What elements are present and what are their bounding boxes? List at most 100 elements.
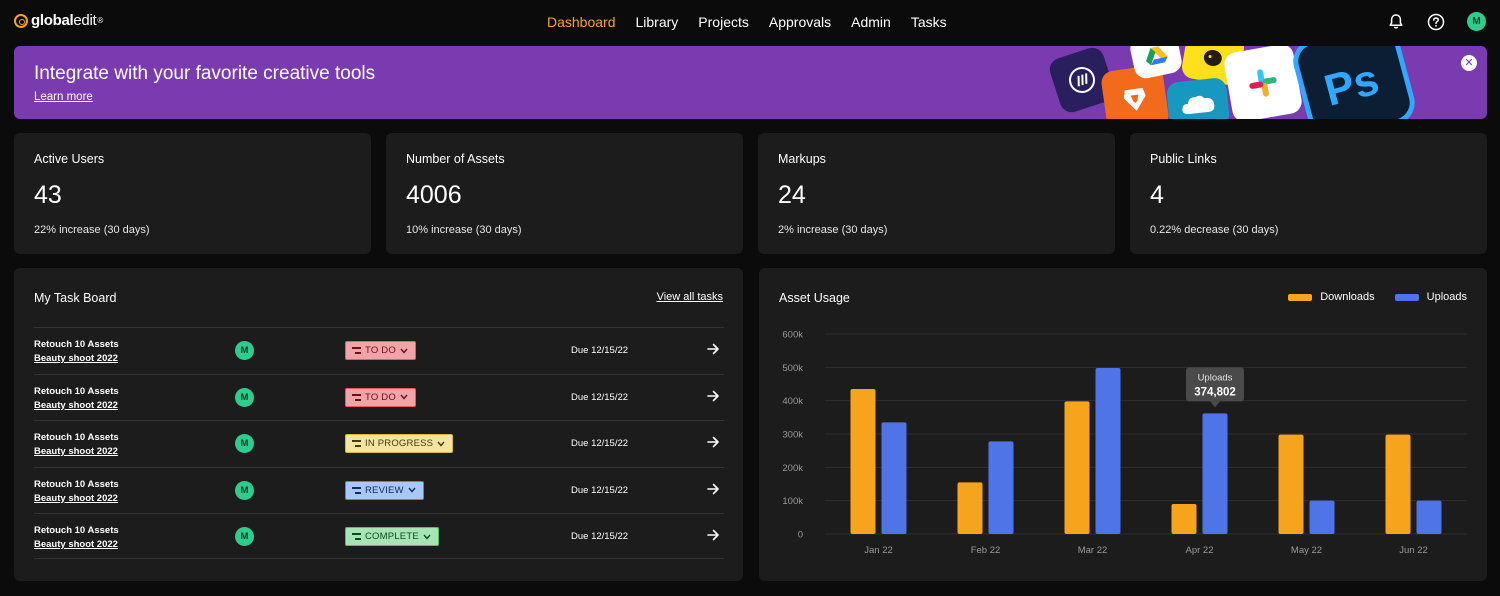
- arrow-right-icon[interactable]: [706, 342, 720, 356]
- header-actions: M: [1387, 12, 1486, 31]
- task-assignee-avatar[interactable]: M: [235, 434, 254, 453]
- close-icon: ✕: [1464, 56, 1474, 69]
- task-assignee-avatar[interactable]: M: [235, 480, 254, 500]
- task-assignee-avatar[interactable]: M: [235, 387, 254, 407]
- brand-name-light: edit: [73, 12, 97, 29]
- arrow-right-icon[interactable]: [706, 435, 720, 449]
- learn-more-link[interactable]: Learn more: [34, 91, 93, 103]
- task-project-link[interactable]: Beauty shoot 2022: [34, 446, 118, 457]
- google-drive-icon: [1128, 46, 1184, 81]
- task-name: Retouch 10 Assets: [34, 478, 119, 490]
- tooltip-box: [1186, 367, 1244, 402]
- status-bars-icon: [352, 440, 361, 447]
- y-tick-label: 400k: [782, 396, 803, 407]
- svg-text:Ps: Ps: [1319, 55, 1384, 113]
- task-status-label: TO DO: [365, 345, 396, 356]
- task-status-label: TO DO: [365, 391, 396, 403]
- task-status-dropdown[interactable]: TO DO: [345, 341, 416, 360]
- task-row[interactable]: Retouch 10 Assets Beauty shoot 2022 M TO DO…: [34, 327, 724, 373]
- photoshop-icon: Ps: [1288, 46, 1420, 119]
- stat-label: Number of Assets: [406, 152, 505, 166]
- nav-projects[interactable]: Projects: [698, 14, 749, 30]
- task-row[interactable]: Retouch 10 Assets Beauty shoot 2022 M COMPL…: [34, 513, 724, 559]
- stat-value: 43: [34, 181, 62, 209]
- brand-name-bold: global: [31, 12, 74, 29]
- task-row[interactable]: Retouch 10 Assets Beauty shoot 2022 M REVIE…: [34, 466, 724, 513]
- bell-icon[interactable]: [1387, 13, 1405, 31]
- arrow-right-icon[interactable]: [706, 482, 720, 496]
- task-status-dropdown[interactable]: REVIEW: [345, 480, 424, 500]
- task-name: Retouch 10 Assets: [34, 385, 119, 397]
- bar-uploads-apr-22: [1202, 413, 1228, 534]
- task-status-dropdown[interactable]: COMPLETE: [345, 527, 439, 546]
- task-project-link[interactable]: Beauty shoot 2022: [34, 353, 118, 364]
- task-status-dropdown[interactable]: IN PROGRESS: [345, 434, 454, 453]
- arrow-right-icon[interactable]: [706, 389, 720, 403]
- stat-delta: 0.22% decrease (30 days): [1150, 224, 1279, 236]
- status-bars-icon: [352, 347, 361, 354]
- nav-tasks[interactable]: Tasks: [910, 14, 947, 30]
- globaledit-logo[interactable]: global edit ®: [14, 12, 103, 29]
- stat-label: Active Users: [34, 152, 105, 166]
- bar-downloads-jan-22: [850, 389, 876, 534]
- tooltip-pointer: [1210, 401, 1220, 408]
- asset-usage-panel: Asset Usage Downloads Uploads 0 100k 200k 3…: [759, 268, 1487, 581]
- bar-downloads-apr-22: [1171, 504, 1197, 534]
- task-name: Retouch 10 Assets: [34, 339, 119, 350]
- bar-uploads-jun-22: [1416, 500, 1442, 534]
- x-tick-label: May 22: [1291, 545, 1322, 556]
- status-bars-icon: [352, 533, 361, 540]
- integrations-banner: Integrate with your favorite creative to…: [14, 46, 1487, 119]
- y-tick-label: 500k: [782, 363, 803, 374]
- nav-library[interactable]: Library: [635, 14, 679, 30]
- nav-admin[interactable]: Admin: [851, 14, 891, 30]
- tooltip-value: 374,802: [1194, 386, 1236, 398]
- bar-uploads-jan-22: [881, 422, 907, 534]
- legend-item-uploads[interactable]: Uploads: [1394, 291, 1467, 303]
- mailchimp-icon: [1180, 46, 1246, 87]
- bar-uploads-may-22: [1309, 500, 1335, 534]
- task-project-link[interactable]: Beauty shoot 2022: [34, 492, 118, 504]
- user-avatar[interactable]: M: [1467, 12, 1486, 31]
- task-status-label: REVIEW: [365, 484, 404, 496]
- stat-label: Public Links: [1150, 152, 1217, 166]
- help-icon[interactable]: [1427, 13, 1445, 31]
- chevron-down-icon: [400, 394, 408, 400]
- chevron-down-icon: [408, 487, 416, 493]
- y-tick-label: 100k: [782, 496, 803, 507]
- banner-close-button[interactable]: ✕: [1461, 55, 1477, 71]
- stat-value: 4: [1150, 181, 1164, 209]
- task-assignee-avatar[interactable]: M: [235, 527, 254, 546]
- task-row[interactable]: Retouch 10 Assets Beauty shoot 2022 M IN PR…: [34, 420, 724, 466]
- x-tick-label: Feb 22: [971, 545, 1001, 556]
- task-row[interactable]: Retouch 10 Assets Beauty shoot 2022 M TO DO…: [34, 373, 724, 420]
- frame-io-icon: [1046, 46, 1118, 116]
- top-bar: global edit ® Dashboard Library Projects A…: [0, 0, 1500, 44]
- task-due-date: Due 12/15/22: [571, 391, 629, 403]
- task-project-link[interactable]: Beauty shoot 2022: [34, 539, 118, 550]
- stat-card-number-of-assets: Number of Assets 4006 10% increase (30 d…: [386, 133, 743, 254]
- bar-uploads-feb-22: [988, 441, 1014, 534]
- status-bars-icon: [352, 393, 361, 401]
- nav-approvals[interactable]: Approvals: [768, 14, 832, 30]
- bar-uploads-mar-22: [1095, 368, 1121, 534]
- arrow-right-icon[interactable]: [706, 528, 720, 542]
- task-due-date: Due 12/15/22: [571, 531, 629, 542]
- view-all-tasks-link[interactable]: View all tasks: [656, 291, 723, 303]
- legend-item-downloads[interactable]: Downloads: [1288, 291, 1375, 303]
- task-board-title: My Task Board: [34, 291, 117, 305]
- task-project-link[interactable]: Beauty shoot 2022: [34, 399, 118, 411]
- task-status-dropdown[interactable]: TO DO: [345, 387, 416, 407]
- x-tick-label: Apr 22: [1186, 545, 1214, 556]
- stat-delta: 22% increase (30 days): [34, 224, 150, 236]
- nav-dashboard[interactable]: Dashboard: [547, 14, 616, 30]
- stat-delta: 2% increase (30 days): [778, 224, 888, 236]
- bar-downloads-mar-22: [1064, 401, 1090, 534]
- y-tick-label: 300k: [782, 430, 803, 441]
- task-due-date: Due 12/15/22: [571, 438, 629, 449]
- task-status-label: COMPLETE: [365, 531, 419, 542]
- banner-title: Integrate with your favorite creative to…: [34, 63, 376, 84]
- brave-icon: [1099, 63, 1171, 119]
- y-tick-label: 600k: [782, 330, 803, 341]
- task-assignee-avatar[interactable]: M: [235, 341, 254, 360]
